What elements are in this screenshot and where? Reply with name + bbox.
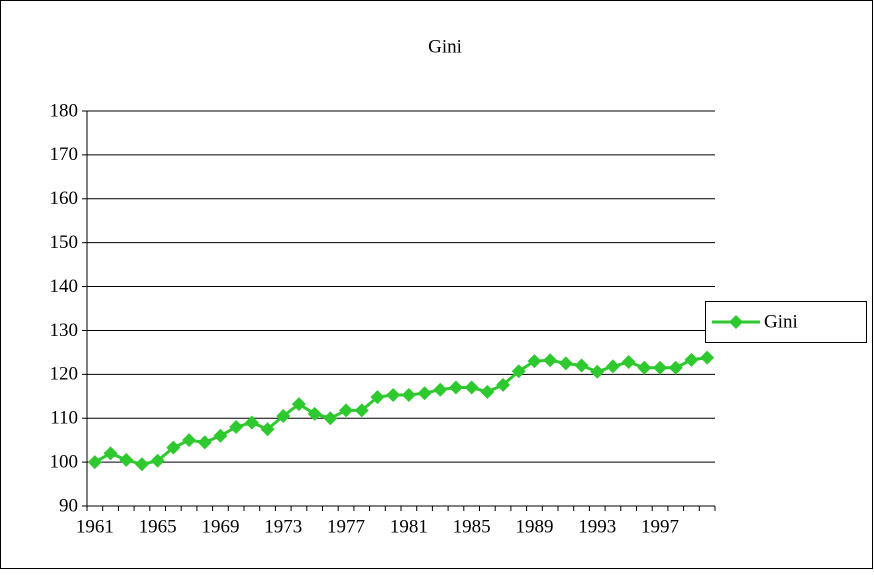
data-point [150, 453, 165, 468]
x-tick-label: 1969 [201, 516, 239, 537]
y-tick-label: 110 [50, 408, 78, 429]
data-point [496, 377, 511, 392]
legend-marker [729, 315, 743, 329]
x-tick-label: 1977 [327, 516, 365, 537]
data-point [182, 433, 197, 448]
data-point [637, 360, 652, 375]
data-point [291, 397, 306, 412]
data-point [276, 409, 291, 424]
data-point [370, 390, 385, 405]
data-point [354, 403, 369, 418]
data-point [339, 403, 354, 418]
data-point [511, 364, 526, 379]
y-tick-label: 180 [50, 100, 79, 121]
data-point [574, 358, 589, 373]
data-point [684, 352, 699, 367]
x-tick-label: 1973 [264, 516, 302, 537]
data-point [213, 428, 228, 443]
data-point [229, 420, 244, 434]
y-tick-label: 150 [50, 232, 79, 253]
data-point [653, 360, 668, 375]
data-point [480, 384, 495, 399]
data-point [166, 440, 181, 455]
y-tick-label: 90 [59, 495, 78, 516]
y-tick-label: 100 [50, 451, 79, 472]
data-point [197, 435, 212, 450]
data-point [605, 359, 620, 374]
chart-title: Gini [428, 36, 462, 57]
x-tick-label: 1981 [390, 516, 428, 537]
data-point [417, 386, 432, 401]
x-tick-label: 1961 [76, 516, 114, 537]
data-point [386, 387, 401, 402]
data-point [401, 387, 416, 402]
data-point [433, 382, 448, 397]
x-tick-label: 1993 [578, 516, 616, 537]
data-point [307, 406, 322, 421]
data-point [700, 350, 715, 365]
data-point [87, 455, 102, 470]
data-point [103, 446, 118, 461]
data-point [590, 364, 605, 379]
data-point [260, 422, 275, 437]
legend-label: Gini [764, 311, 798, 332]
data-point [668, 360, 683, 375]
data-point [134, 457, 149, 472]
data-point [448, 380, 463, 395]
data-point [323, 411, 338, 426]
y-tick-label: 170 [50, 144, 79, 165]
y-tick-label: 130 [50, 320, 79, 341]
series-line [94, 356, 708, 466]
x-tick-label: 1985 [453, 516, 491, 537]
y-tick-label: 120 [50, 364, 79, 385]
data-point [621, 355, 636, 370]
data-point [527, 354, 542, 369]
x-tick-label: 1997 [641, 516, 679, 537]
y-tick-label: 160 [50, 188, 79, 209]
data-point [464, 380, 479, 395]
data-point [543, 353, 558, 368]
data-point [558, 356, 573, 371]
data-point [244, 415, 259, 430]
x-tick-label: 1965 [139, 516, 177, 537]
x-tick-label: 1989 [515, 516, 553, 537]
data-point [119, 452, 134, 467]
y-tick-label: 140 [50, 276, 79, 297]
